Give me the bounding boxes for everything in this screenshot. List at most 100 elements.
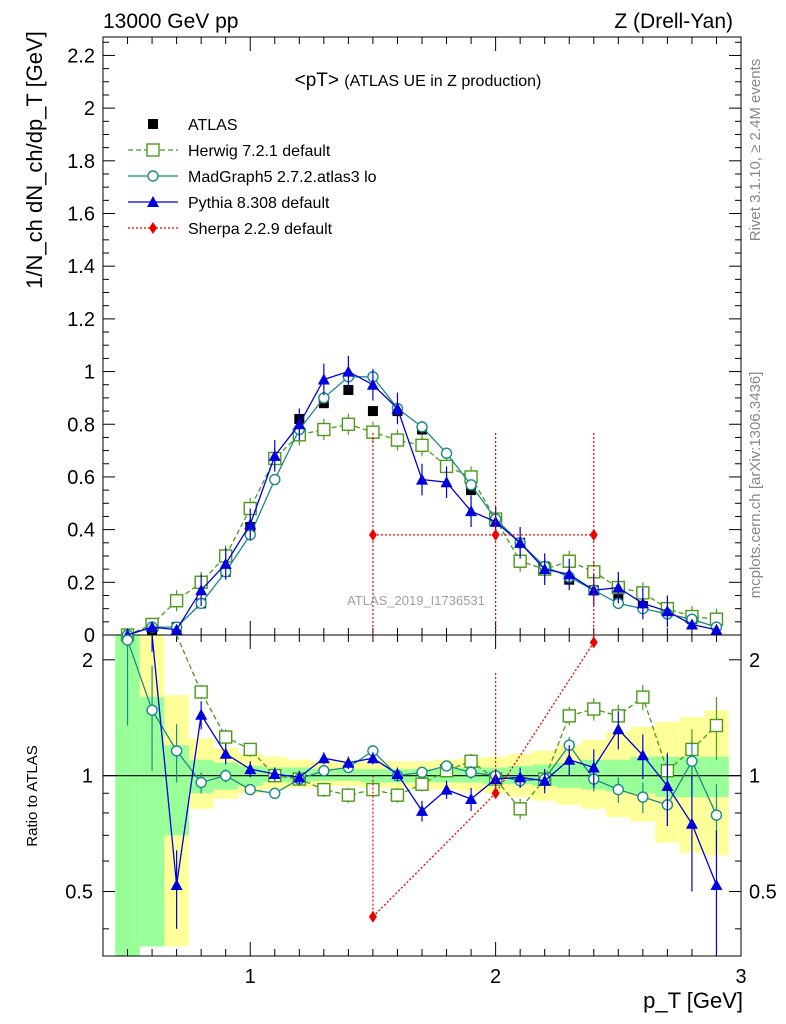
data-point [317,782,331,797]
data-point [219,557,232,569]
data-point [465,505,478,517]
axes-frames [102,36,742,957]
data-point [563,753,576,765]
data-point [368,910,377,923]
data-point [710,809,723,821]
main-ytick-label: 0.6 [67,467,95,489]
data-point [589,528,598,541]
data-point [710,878,723,890]
legend-item: Herwig 7.2.1 default [128,143,331,160]
legend-item: Pythia 8.308 default [128,195,330,212]
data-point [318,765,330,777]
legend-item: MadGraph5 2.7.2.atlas3 lo [128,169,377,186]
main-ylabel: 1/N_ch dN_ch/dp_T [GeV] [22,31,47,289]
mcplots-label: mcplots.cern.ch [arXiv:1306.3436] [747,372,764,599]
data-point [147,196,159,207]
data-point [268,768,281,780]
data-point [218,730,233,744]
data-point [562,709,576,723]
main-ytick-label: 1.2 [67,309,95,331]
band-inner-segment [336,769,361,781]
ratio-xtick-label: 3 [735,966,746,988]
data-point [415,777,429,791]
ratio-ytick-label-left: 2 [82,650,93,672]
main-ytick-label: 1.6 [67,204,95,226]
rivet-label: Rivet 3.1.10, ≥ 2.4M events [747,59,764,242]
legend-label: MadGraph5 2.7.2.atlas3 lo [188,169,377,186]
data-point [685,618,698,630]
chart-text: 0 0.2 0.4 0.6 0.8 1 1.2 1.4 1.6 1.8 2 2.2 1 2 3 0.5 0.5 1… [22,10,777,1013]
legend-item: ATLAS [148,117,238,134]
watermark: ATLAS_2019_I1736531 [347,593,485,608]
data-point [709,718,724,733]
data-point [367,406,378,417]
series-line [176,634,717,810]
data-point [343,385,354,396]
data-point [121,634,134,646]
data-point [587,702,601,716]
legend-label: Pythia 8.308 default [188,195,330,212]
main-ytick-label: 0.8 [67,414,95,436]
data-point [391,768,404,780]
data-point [195,708,208,720]
header-right: Z (Drell-Yan) [614,10,733,33]
data-point [269,787,281,799]
data-point [415,438,429,453]
data-point [636,597,649,609]
data-point [244,763,257,775]
data-point [391,402,404,414]
main-ytick-label: 0.4 [67,520,95,542]
data-point [587,761,600,773]
data-point [269,473,281,486]
data-point [465,792,478,804]
data-point [612,723,625,735]
main-ytick-label: 0.2 [67,572,95,594]
ratio-ytick-label-right: 2 [749,650,760,672]
data-point [440,760,453,772]
data-point [661,605,674,617]
data-point [390,788,405,802]
data-point [146,704,158,716]
ratio-ylabel: Ratio to ATLAS [24,745,41,846]
ratio-ytick-label-right: 1 [749,766,760,788]
data-point [538,774,551,786]
main-ytick-label: 1.8 [67,151,95,173]
legend-item: Sherpa 2.2.9 default [128,221,333,238]
data-point [341,417,356,431]
data-point [293,418,306,430]
data-point [390,433,405,447]
main-ytick-label: 1 [84,362,95,384]
data-point [170,623,183,635]
data-point [416,421,428,433]
data-point [293,771,306,783]
data-point [416,473,428,485]
legend-label: Herwig 7.2.1 default [188,143,331,160]
data-point [170,878,183,890]
data-point [219,747,232,759]
chart-title-rest: (ATLAS UE in Z production) [344,73,541,90]
data-point [366,378,379,390]
data-point [146,143,160,157]
ratio-xtick-label: 2 [490,966,501,988]
data-point [637,791,649,803]
legend: ATLAS Herwig 7.2.1 default MadGraph5 2.7.2… [128,117,377,238]
main-ytick-label: 2 [84,98,95,120]
data-point [465,766,477,779]
data-point [491,528,500,541]
data-point [243,742,257,757]
ratio-xtick-label: 1 [245,966,256,988]
data-point [195,776,207,789]
data-point [514,536,527,548]
data-point [514,771,527,783]
data-point [342,756,355,768]
data-point [268,449,281,461]
data-point [366,752,379,764]
data-point [170,745,183,757]
data-point [194,685,208,699]
data-point [317,373,330,385]
data-point [465,479,477,491]
data-point [219,769,232,782]
data-point [368,528,377,541]
data-point [491,787,500,800]
main-ytick-label: 0 [84,625,95,647]
